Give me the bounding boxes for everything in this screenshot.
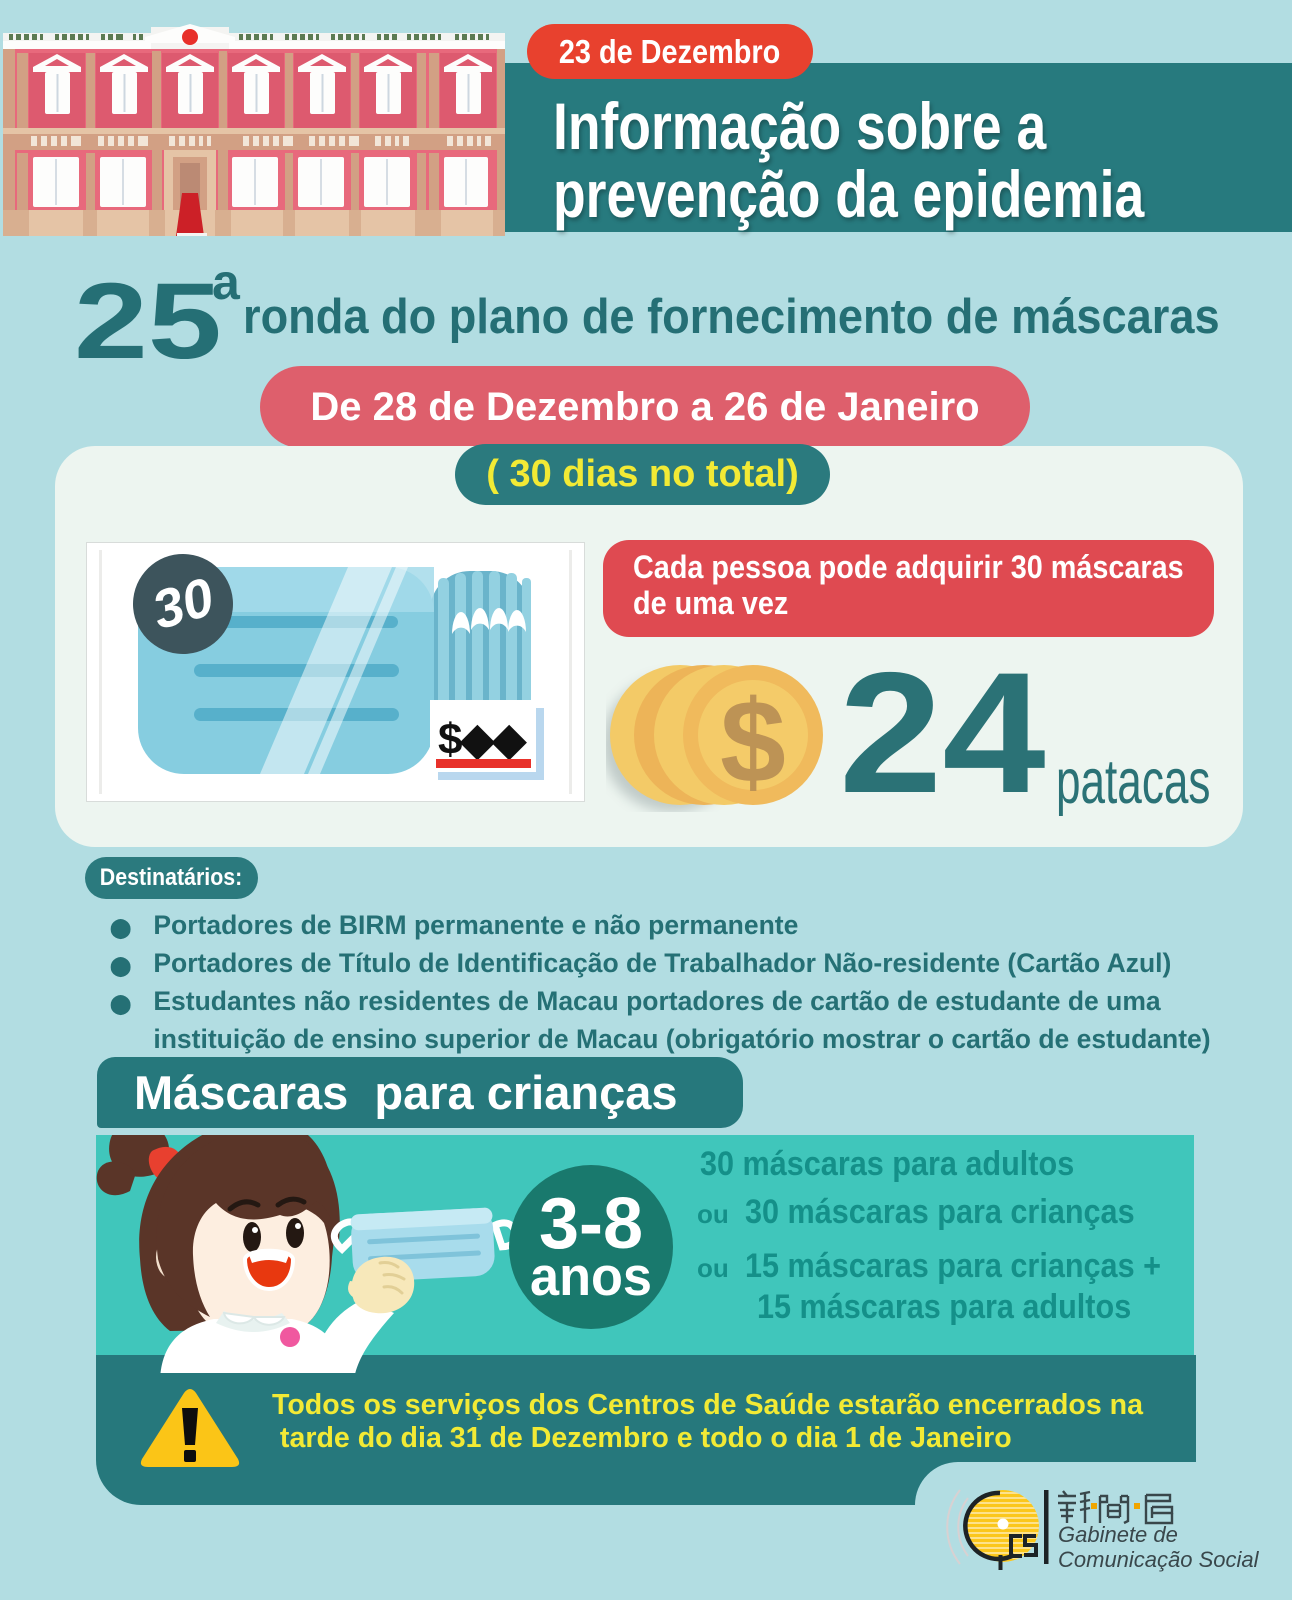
svg-text:Gabinete de: Gabinete de	[1058, 1522, 1178, 1547]
svg-text:Comunicação Social: Comunicação Social	[1058, 1547, 1260, 1572]
svg-text:$: $	[720, 676, 786, 808]
svg-text:$◆◆: $◆◆	[438, 715, 527, 764]
